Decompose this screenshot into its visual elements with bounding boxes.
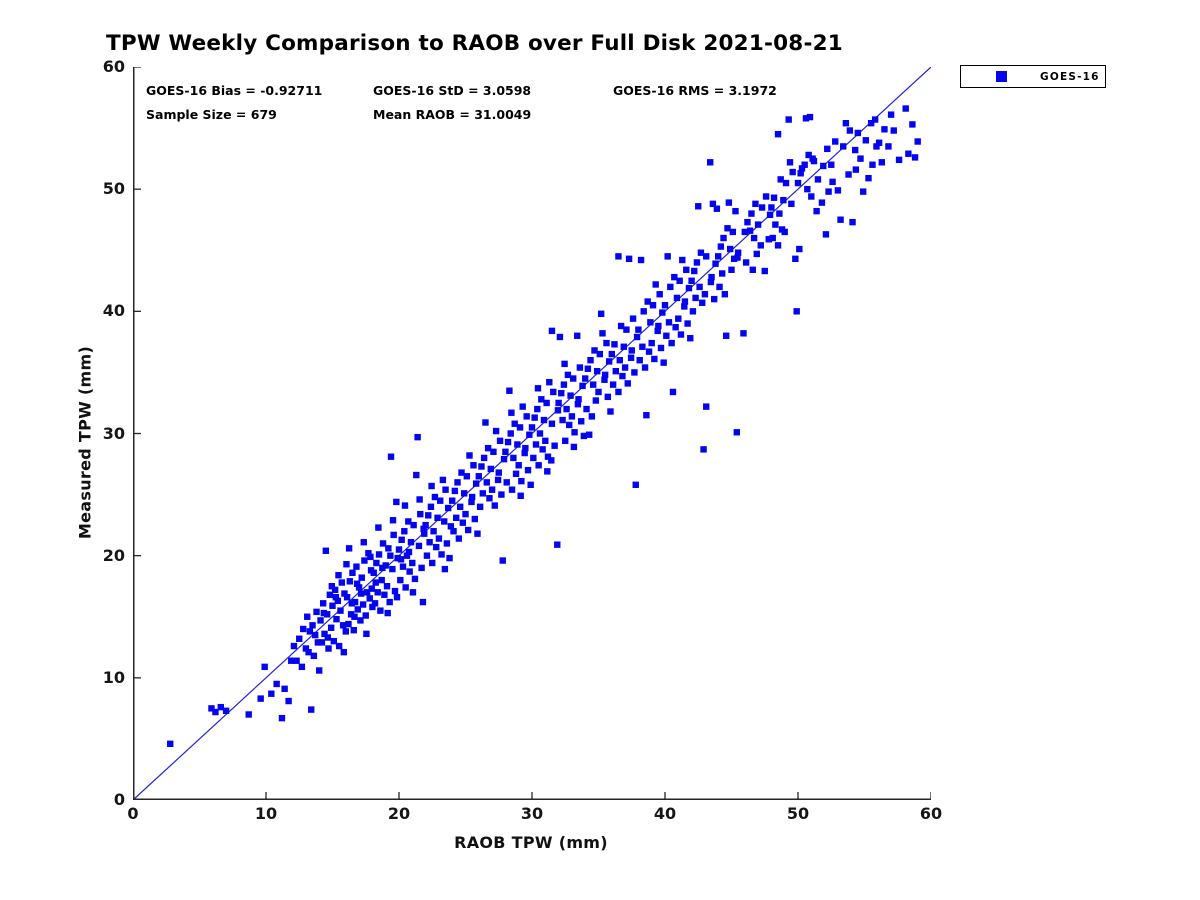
stat-sample-size: Sample Size = 679 bbox=[146, 107, 277, 122]
stat-std: GOES-16 StD = 3.0598 bbox=[373, 83, 532, 98]
chart-title: TPW Weekly Comparison to RAOB over Full … bbox=[106, 31, 843, 56]
x-axis-label: RAOB TPW (mm) bbox=[454, 833, 608, 852]
x-tick-label: 0 bbox=[127, 804, 139, 823]
x-tick-label: 60 bbox=[919, 804, 943, 823]
plot-area bbox=[132, 66, 932, 801]
x-tick-label: 30 bbox=[520, 804, 544, 823]
stat-bias: GOES-16 Bias = -0.92711 bbox=[146, 83, 323, 98]
scatter-series-goes-16 bbox=[167, 105, 921, 748]
plot-svg bbox=[132, 66, 932, 801]
stat-mean-raob: Mean RAOB = 31.0049 bbox=[373, 107, 532, 122]
y-tick-label: 10 bbox=[102, 667, 125, 687]
x-tick-label: 10 bbox=[254, 804, 278, 823]
x-tick-label: 20 bbox=[387, 804, 411, 823]
legend: GOES-16 bbox=[960, 65, 1106, 88]
y-tick-label: 50 bbox=[102, 179, 125, 199]
x-tick-label: 50 bbox=[786, 804, 810, 823]
y-tick-label: 40 bbox=[102, 301, 125, 321]
y-tick-label: 30 bbox=[102, 423, 125, 443]
x-tick-label: 40 bbox=[653, 804, 677, 823]
stat-rms: GOES-16 RMS = 3.1972 bbox=[613, 83, 777, 98]
legend-label: GOES-16 bbox=[1040, 70, 1100, 83]
legend-square-marker-icon bbox=[996, 71, 1007, 82]
y-tick-label: 60 bbox=[102, 57, 125, 76]
y-tick-label: 20 bbox=[102, 545, 125, 565]
y-tick-label: 0 bbox=[113, 790, 125, 809]
